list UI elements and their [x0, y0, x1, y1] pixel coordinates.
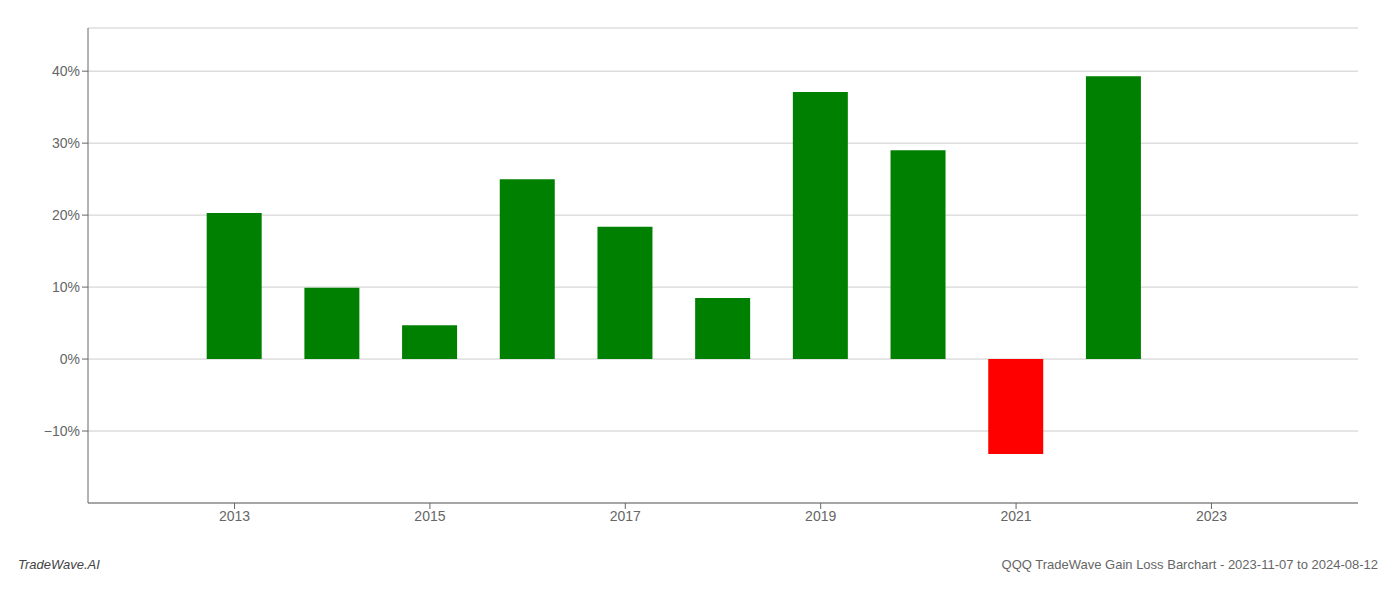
svg-text:0%: 0%	[60, 351, 80, 367]
svg-text:30%: 30%	[52, 135, 80, 151]
html-text:QQQ TradeWave Gain Loss Barcha: QQQ TradeWave Gain Loss Barchart - 2023-…	[1001, 557, 1378, 572]
svg-text:2015: 2015	[414, 508, 445, 524]
svg-text:2023: 2023	[1196, 508, 1227, 524]
svg-text:2021: 2021	[1000, 508, 1031, 524]
svg-text:20%: 20%	[52, 207, 80, 223]
svg-text:40%: 40%	[52, 63, 80, 79]
html-text:TradeWave.AI: TradeWave.AI	[18, 557, 100, 572]
svg-text:10%: 10%	[52, 279, 80, 295]
svg-text:2017: 2017	[610, 508, 641, 524]
svg-text:2019: 2019	[805, 508, 836, 524]
svg-text:2013: 2013	[219, 508, 250, 524]
svg-text:−10%: −10%	[44, 423, 80, 439]
